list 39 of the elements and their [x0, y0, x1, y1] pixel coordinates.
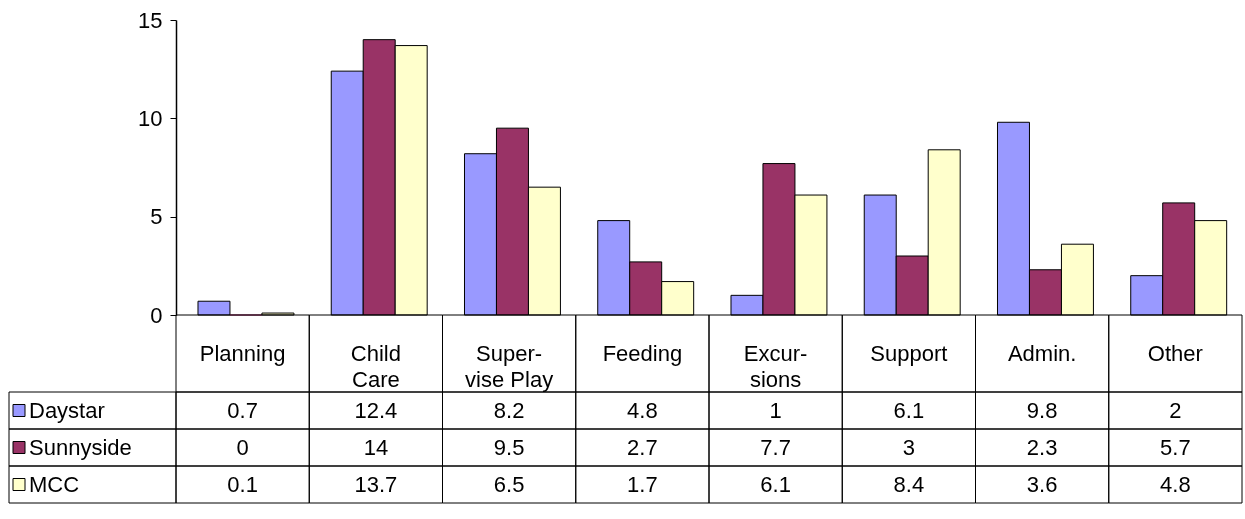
x-tick-label: Planning [199, 340, 286, 366]
data-label: 8.4 [893, 471, 925, 497]
data-label: 1 [769, 397, 782, 423]
data-label: 9.8 [1026, 397, 1058, 423]
data-label: 4.8 [627, 397, 658, 423]
data-label: 3.6 [1026, 471, 1058, 497]
data-label: 0.7 [227, 397, 258, 423]
data-label: 6.1 [893, 397, 925, 423]
legend-label: Sunnyside [29, 434, 132, 460]
x-tick-label: Super-vise Play [465, 340, 554, 392]
data-label: 7.7 [760, 434, 791, 460]
data-label: 0 [236, 434, 249, 460]
data-label: 2.7 [627, 434, 658, 460]
data-label: 0.1 [227, 471, 258, 497]
data-label: 14 [363, 434, 389, 460]
x-tick-label: Support [870, 340, 948, 366]
data-label: 12.4 [354, 397, 398, 423]
data-label: 4.8 [1160, 471, 1191, 497]
y-tick-label: 10 [138, 105, 163, 131]
y-tick-label: 15 [138, 7, 163, 33]
data-label: 6.1 [760, 471, 791, 497]
data-label: 2 [1169, 397, 1182, 423]
y-tick-label: 5 [150, 204, 163, 230]
x-tick-label: Other [1147, 340, 1203, 366]
x-tick-label: Excur-sions [743, 340, 808, 392]
data-label: 5.7 [1160, 434, 1191, 460]
x-tick-label: Admin. [1007, 340, 1077, 366]
data-label: 9.5 [493, 434, 525, 460]
legend-label: Daystar [29, 397, 105, 423]
x-tick-label: Child Care [350, 340, 401, 392]
y-tick-label: 0 [150, 302, 163, 328]
data-label: 2.3 [1026, 434, 1058, 460]
x-tick-label: Feeding [602, 340, 683, 366]
legend-label: MCC [29, 471, 80, 497]
data-label: 6.5 [493, 471, 525, 497]
data-label: 8.2 [493, 397, 525, 423]
data-label: 13.7 [354, 471, 398, 497]
data-label: 1.7 [627, 471, 658, 497]
data-label: 3 [902, 434, 915, 460]
